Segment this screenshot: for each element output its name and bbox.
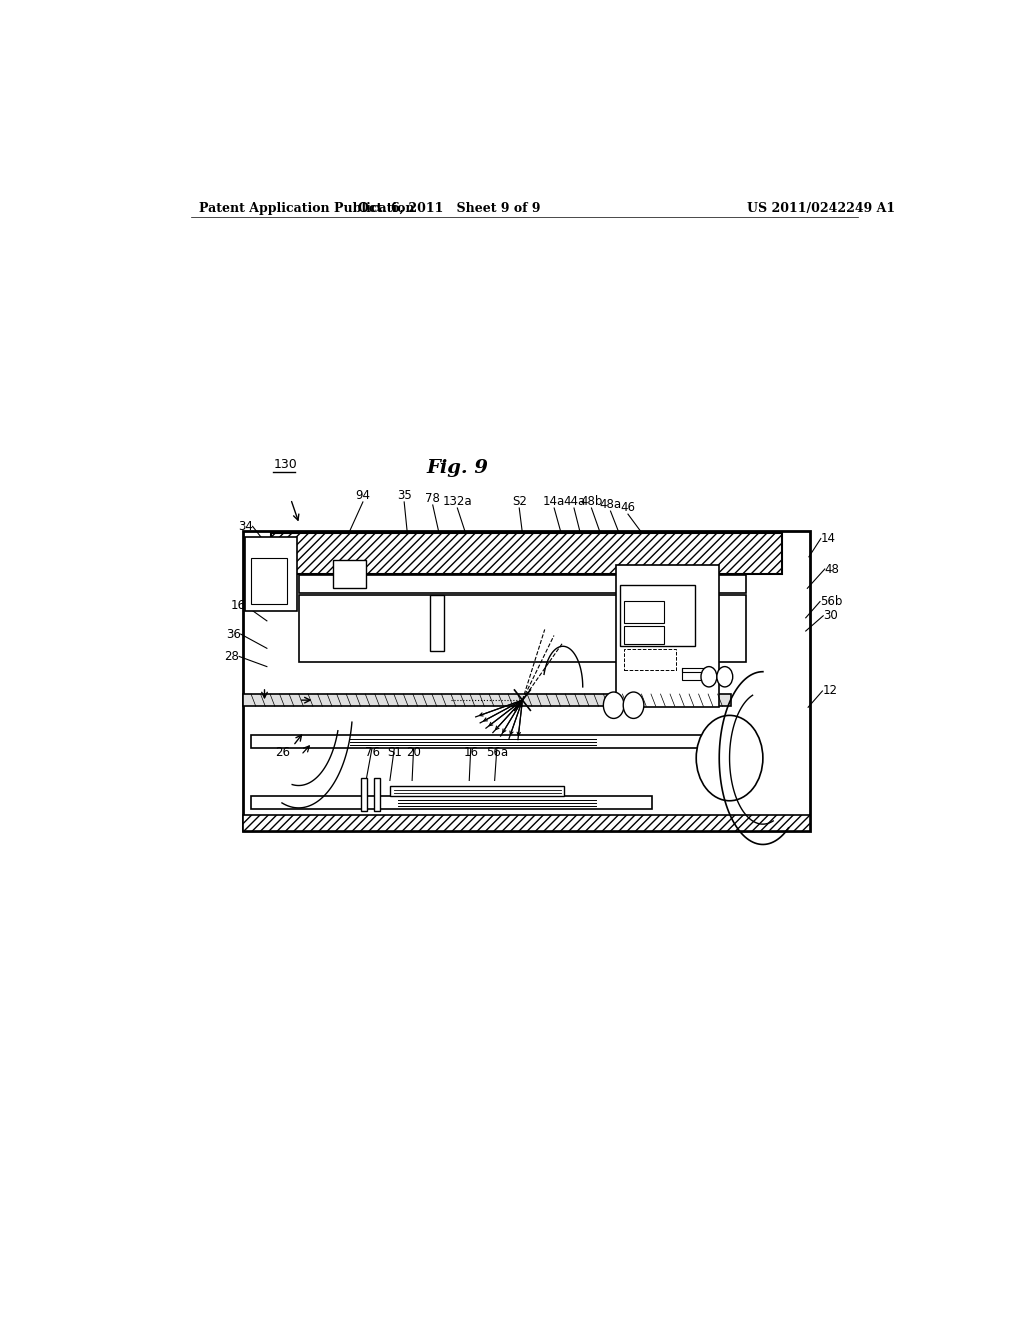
Bar: [251, 735, 712, 748]
Bar: [616, 565, 719, 708]
Circle shape: [603, 692, 624, 718]
Bar: [682, 668, 706, 680]
Text: Fig. 9: Fig. 9: [426, 459, 488, 478]
Text: 130: 130: [273, 458, 297, 471]
Text: 56b: 56b: [820, 595, 843, 609]
Text: 46: 46: [621, 502, 636, 515]
Text: 48b: 48b: [581, 495, 603, 508]
Bar: [251, 796, 652, 809]
Text: 26: 26: [275, 746, 290, 759]
Circle shape: [717, 667, 733, 686]
Bar: [270, 533, 782, 574]
Text: 20: 20: [407, 746, 421, 759]
Text: 16: 16: [230, 599, 246, 612]
Text: 132a: 132a: [442, 495, 472, 508]
Bar: [243, 814, 811, 832]
Circle shape: [696, 715, 763, 801]
Bar: [624, 601, 664, 623]
Bar: [333, 560, 367, 589]
Text: 48a: 48a: [599, 498, 622, 511]
Text: 36: 36: [226, 627, 241, 640]
Text: 56a: 56a: [486, 746, 508, 759]
Text: Oct. 6, 2011   Sheet 9 of 9: Oct. 6, 2011 Sheet 9 of 9: [358, 202, 541, 215]
Bar: [243, 694, 731, 706]
Text: 94: 94: [355, 488, 371, 502]
Bar: [246, 536, 297, 611]
Text: 44a: 44a: [563, 495, 585, 508]
Text: 28: 28: [224, 649, 240, 663]
Bar: [251, 558, 287, 603]
Text: 34: 34: [238, 520, 253, 533]
Text: 14a: 14a: [543, 495, 565, 508]
Bar: [299, 576, 746, 594]
Bar: [390, 785, 564, 796]
Text: US 2011/0242249 A1: US 2011/0242249 A1: [748, 202, 895, 215]
Text: S1: S1: [387, 746, 402, 759]
Bar: [374, 779, 380, 810]
Text: 30: 30: [823, 610, 838, 622]
Circle shape: [701, 667, 717, 686]
Bar: [360, 779, 367, 810]
Bar: [620, 585, 695, 647]
Bar: [624, 649, 676, 669]
Text: Patent Application Publication: Patent Application Publication: [200, 202, 415, 215]
Circle shape: [624, 692, 644, 718]
Text: 48: 48: [824, 562, 840, 576]
Bar: [299, 595, 746, 661]
Text: 35: 35: [396, 488, 412, 502]
Text: S2: S2: [512, 495, 526, 508]
Text: 14: 14: [821, 532, 836, 545]
Bar: [624, 626, 664, 644]
Bar: [243, 532, 811, 832]
Bar: [430, 595, 443, 651]
Text: 76: 76: [365, 746, 380, 759]
Text: 78: 78: [425, 492, 440, 506]
Text: 16: 16: [463, 746, 478, 759]
Text: 12: 12: [822, 685, 838, 697]
